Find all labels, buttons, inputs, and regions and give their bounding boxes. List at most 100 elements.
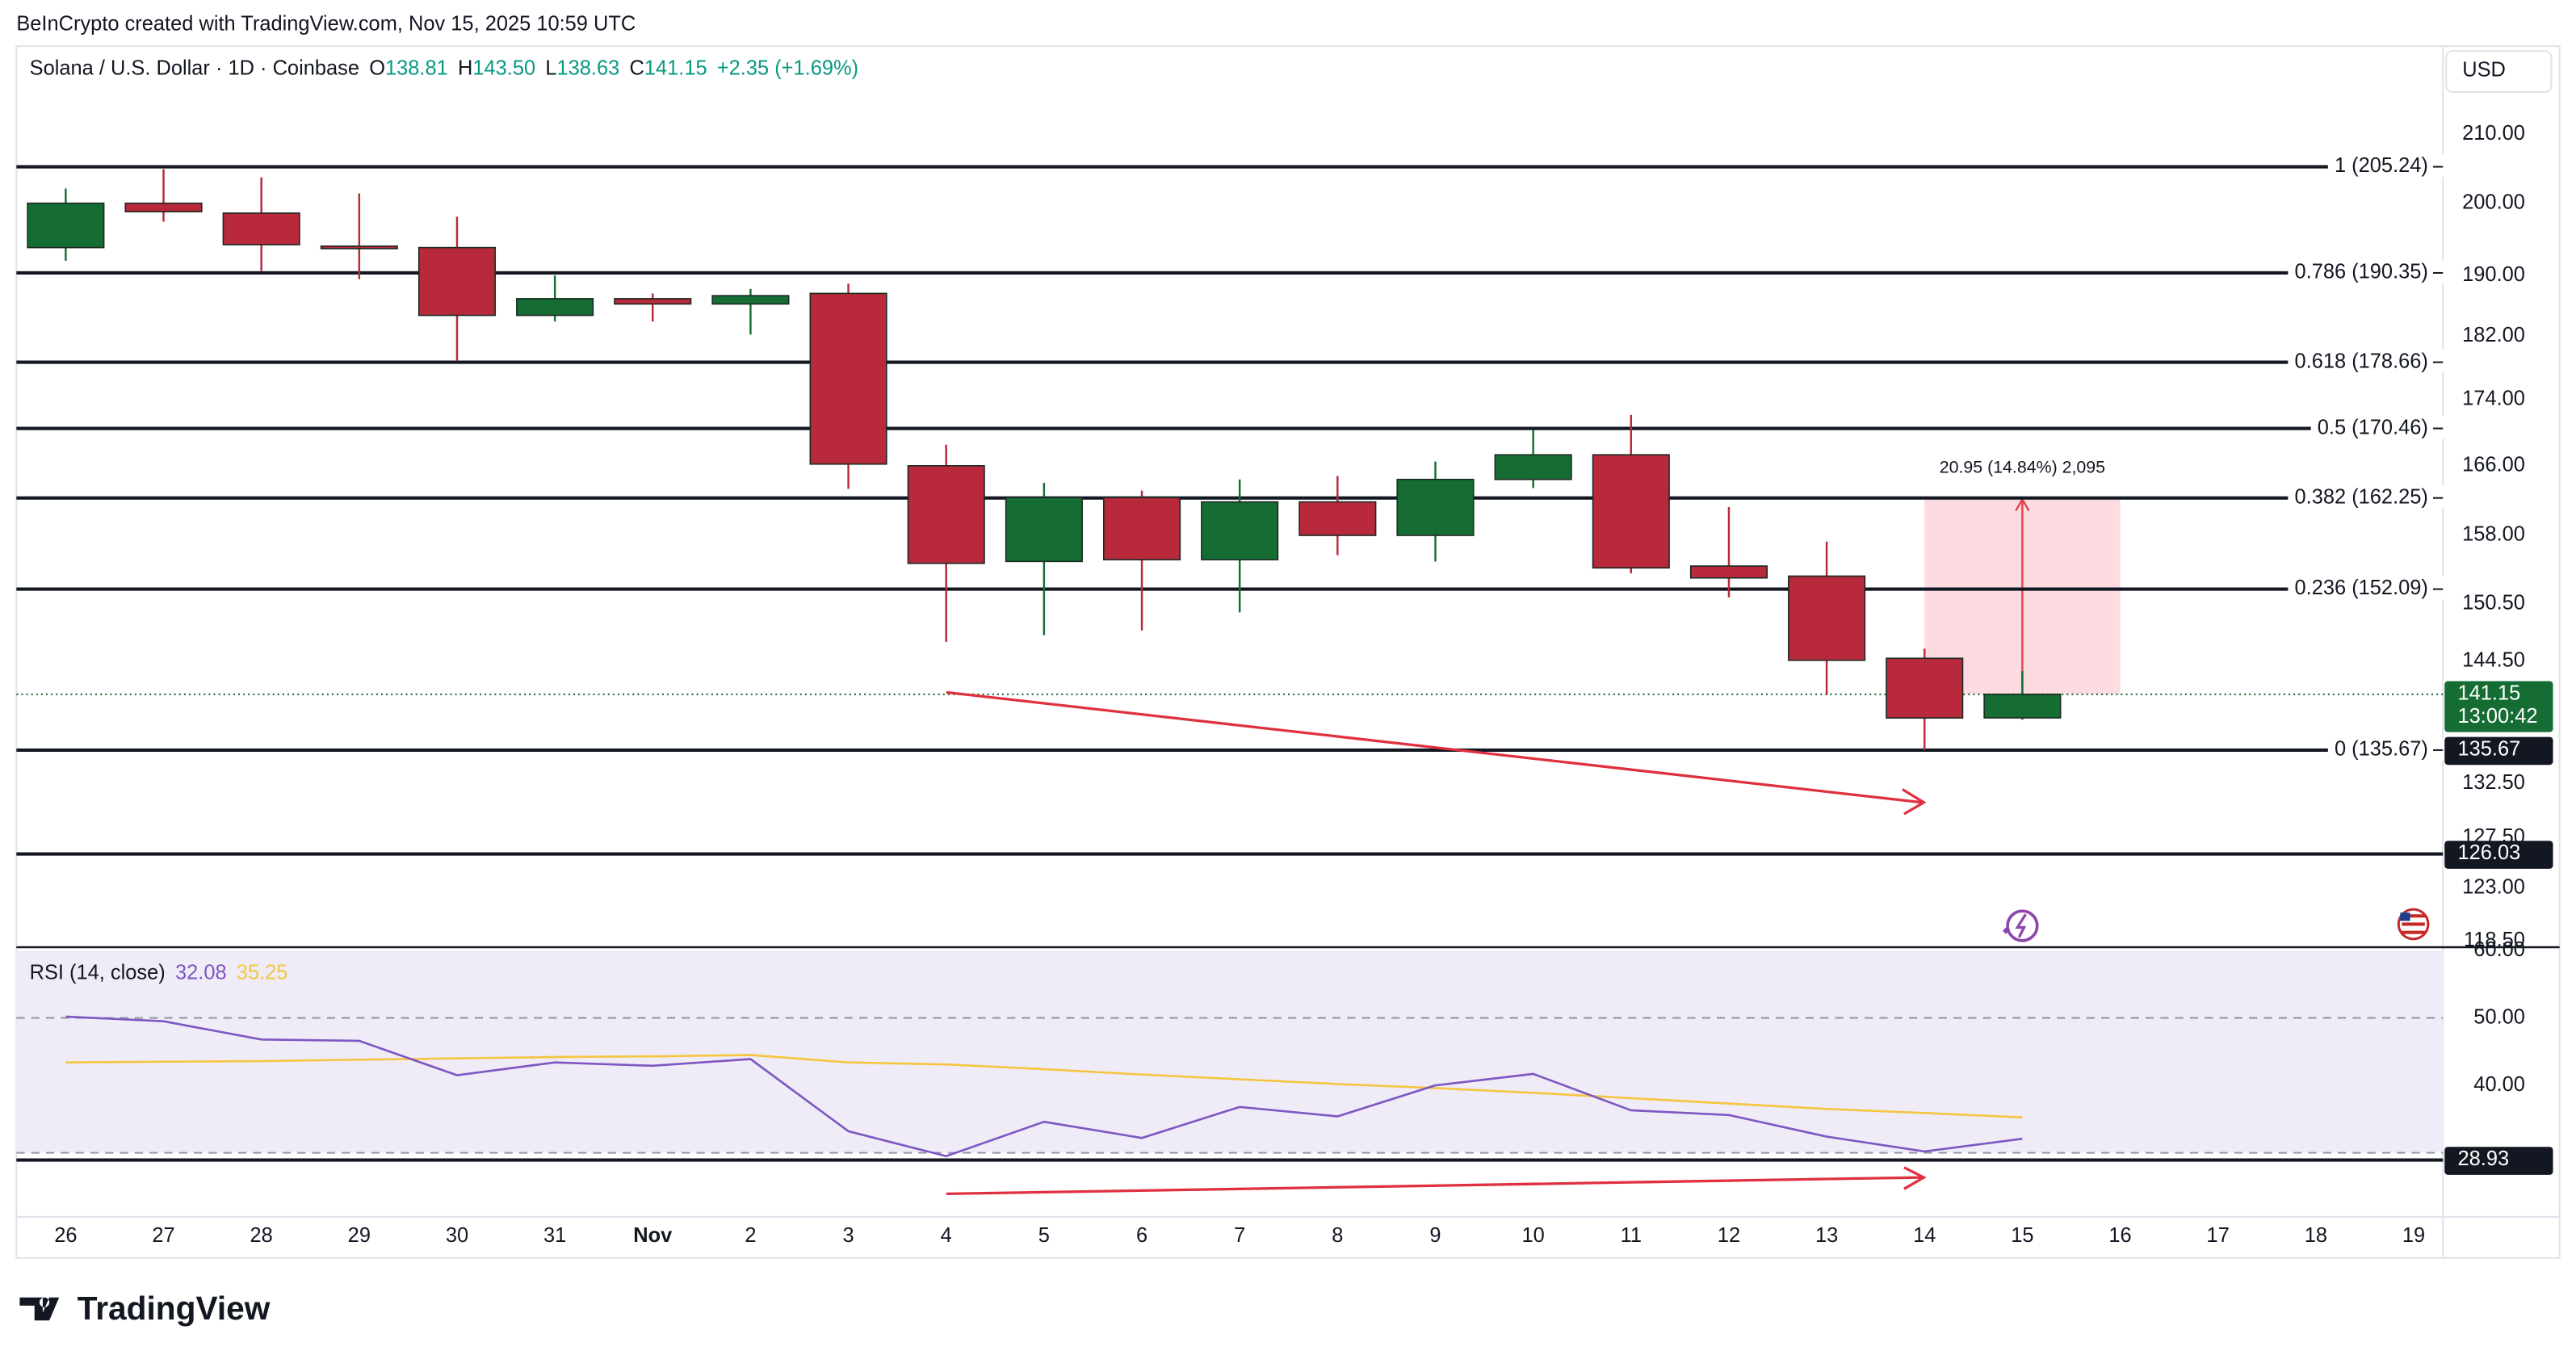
x-tick-label: 13 xyxy=(1815,1224,1838,1247)
candle-body xyxy=(516,298,594,317)
fib-label: 0.5 (170.46) xyxy=(2318,416,2428,438)
candle-body xyxy=(320,245,398,250)
x-tick-label: 15 xyxy=(2011,1224,2033,1247)
chart-frame xyxy=(15,45,2561,1259)
x-tick-label: 29 xyxy=(348,1224,371,1247)
price-tag xyxy=(2444,841,2553,869)
price-tag xyxy=(2444,1147,2553,1175)
legend-key: C xyxy=(629,57,644,79)
rsi-pane: 60.00 50.00 40.00 xyxy=(16,938,2525,1162)
x-tick-label: 19 xyxy=(2402,1224,2425,1247)
fib-label-bg xyxy=(2288,260,2445,283)
price-trend-arrow xyxy=(946,690,1923,804)
y-tick-label: 123.00 xyxy=(2462,876,2525,899)
candle-body xyxy=(1494,454,1572,480)
rsi-trend-arrow xyxy=(946,1176,1923,1196)
legend: Solana / U.S. Dollar · 1D · Coinbase O138… xyxy=(30,57,858,79)
price-pane: 20.95 (14.84%) 2,095 1 (205.24) 0.786 (190… xyxy=(16,154,2445,856)
arrow-head xyxy=(1902,788,1927,816)
fib-label-bg xyxy=(2288,350,2445,373)
button-frame[interactable] xyxy=(2445,50,2553,94)
legend-change: +2.35 (+1.69%) xyxy=(717,57,858,79)
fib-label-bg xyxy=(2327,737,2445,761)
legend-key: L xyxy=(545,57,556,79)
logo-mark xyxy=(19,1297,60,1321)
y-tick-label: 118.50 xyxy=(2464,929,2525,951)
x-tick-label: Nov xyxy=(633,1224,673,1247)
currency-button[interactable]: USD xyxy=(2445,50,2553,94)
y-tick-label: 182.00 xyxy=(2462,324,2525,346)
x-tick-label: 30 xyxy=(446,1224,468,1247)
fib-label-bg xyxy=(2288,577,2445,600)
rsi-line xyxy=(65,1054,2023,1119)
fib-label-bg xyxy=(2327,154,2445,178)
rsi-value: 35.25 xyxy=(237,961,288,984)
x-tick-label: 14 xyxy=(1913,1224,1936,1247)
legend-value: 141.15 xyxy=(644,57,707,79)
countdown-label: 13:00:42 xyxy=(2458,705,2538,728)
candle-body xyxy=(1983,693,2062,719)
x-tick-label: 5 xyxy=(1038,1224,1050,1247)
logo-text: TradingView xyxy=(78,1290,271,1327)
y-tick-label: 210.00 xyxy=(2462,122,2525,145)
x-tick-label: 6 xyxy=(1136,1224,1147,1247)
fib-label: 0.236 (152.09) xyxy=(2295,577,2428,599)
x-tick-label: 3 xyxy=(843,1224,854,1247)
rsi-hline-label: 28.93 xyxy=(2458,1147,2510,1170)
currency-label[interactable]: USD xyxy=(2462,58,2506,81)
candle-body xyxy=(809,292,887,465)
x-tick-label: 9 xyxy=(1429,1224,1441,1247)
candle-body xyxy=(1689,565,1768,579)
x-tick-label: 4 xyxy=(941,1224,952,1247)
symbol: Solana / U.S. Dollar · 1D · Coinbase xyxy=(30,57,359,79)
fib-label: 0 (135.67) xyxy=(2335,738,2428,761)
y-tick-label: 40.00 xyxy=(2473,1073,2525,1096)
legend-key: O xyxy=(369,57,385,79)
rsi-value: 32.08 xyxy=(175,961,227,984)
y-tick-label: 50.00 xyxy=(2473,1005,2525,1028)
x-tick-label: 10 xyxy=(1521,1224,1544,1247)
y-tick-label: 166.00 xyxy=(2462,454,2525,476)
y-tick-label: 144.50 xyxy=(2462,649,2525,672)
x-tick-label: 11 xyxy=(1621,1224,1642,1247)
last-price-label: 141.15 xyxy=(2458,682,2521,705)
x-tick-label: 18 xyxy=(2305,1224,2327,1247)
legend-value: 138.81 xyxy=(385,57,448,79)
y-tick-label: 200.00 xyxy=(2462,191,2525,213)
rsi-band xyxy=(16,950,2444,1153)
x-tick-label: 16 xyxy=(2108,1224,2131,1247)
x-tick-label: 26 xyxy=(54,1224,77,1247)
logo: TradingView xyxy=(19,1290,271,1327)
y-tick-label: 190.00 xyxy=(2462,263,2525,286)
candle-body xyxy=(614,298,692,305)
fib-label: 0.618 (178.66) xyxy=(2295,350,2428,372)
y-tick-label: 60.00 xyxy=(2473,938,2525,961)
x-tick-label: 27 xyxy=(152,1224,174,1247)
legend-value: 143.50 xyxy=(472,57,535,79)
measure-label: 20.95 (14.84%) 2,095 xyxy=(1940,457,2105,476)
x-tick-label: 8 xyxy=(1332,1224,1343,1247)
x-tick-label: 2 xyxy=(745,1224,756,1247)
candle-body xyxy=(1592,454,1670,569)
credit: BeInCrypto created with TradingView.com,… xyxy=(16,12,636,35)
candle-body xyxy=(1396,478,1475,536)
candle-body xyxy=(1005,497,1083,563)
candle-body xyxy=(1102,497,1181,560)
y-tick-label: 132.50 xyxy=(2462,771,2525,794)
candle-body xyxy=(711,295,790,305)
fib-label-bg xyxy=(2310,416,2445,439)
x-tick-label: 31 xyxy=(543,1224,566,1247)
price-tag xyxy=(2444,736,2553,766)
legend-value: 138.63 xyxy=(556,57,619,79)
flag-icon xyxy=(2397,908,2430,941)
candle-body xyxy=(1298,501,1377,536)
x-tick-label: 7 xyxy=(1234,1224,1245,1247)
candle-body xyxy=(907,465,985,564)
x-tick-label: 17 xyxy=(2207,1224,2230,1247)
hline-price-label: 126.03 xyxy=(2458,841,2521,864)
y-tick-label: 174.00 xyxy=(2462,387,2525,409)
divergence-arrows xyxy=(946,690,1927,1196)
x-tick-label: 12 xyxy=(1718,1224,1740,1247)
